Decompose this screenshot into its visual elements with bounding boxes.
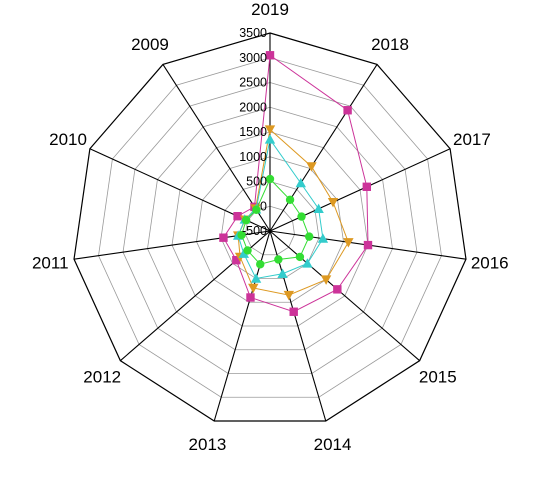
radial-tick-label: 3000 <box>239 51 267 65</box>
data-point-square <box>333 285 342 294</box>
data-point-circle <box>241 215 251 225</box>
category-label: 2016 <box>471 254 509 273</box>
data-point-triangle-up <box>295 177 306 188</box>
data-point-triangle-down <box>343 238 354 248</box>
data-point-triangle-up <box>238 248 250 258</box>
category-labels: 2019 2018 2017 2016 2015 2014 2013 2012 2011 2010… <box>32 0 509 454</box>
data-point-square <box>265 51 275 60</box>
data-point-square <box>362 182 372 191</box>
radial-tick-label: 3500 <box>239 26 267 40</box>
data-point-circle <box>285 195 295 204</box>
radar-outer-ring <box>73 32 467 422</box>
data-point-triangle-down <box>283 290 295 301</box>
data-point-triangle-up <box>264 134 276 144</box>
category-label: 2014 <box>314 435 352 454</box>
category-label: 2009 <box>131 35 169 54</box>
data-point-triangle-up <box>313 203 324 213</box>
category-label: 2013 <box>189 435 227 454</box>
radar-grid-ring <box>122 82 418 374</box>
radial-tick-label: 2500 <box>239 76 267 90</box>
category-label: 2018 <box>371 35 409 54</box>
radar-grid-ring <box>171 131 369 327</box>
data-point-triangle-down <box>306 162 317 172</box>
radial-tick-label: 1500 <box>239 125 267 139</box>
category-label: 2012 <box>83 367 121 386</box>
radial-tick-labels: -500 0 500 1000 1500 2000 2500 3000 3500 <box>239 26 267 238</box>
radar-grid-ring <box>220 181 320 279</box>
category-label: 2010 <box>49 130 87 149</box>
data-point-square <box>343 106 352 115</box>
data-point-square <box>219 233 228 242</box>
data-point-circle <box>256 260 265 269</box>
data-point-circle <box>304 232 314 241</box>
radial-tick-label: 0 <box>260 199 267 213</box>
series-line <box>222 54 369 313</box>
data-point-square <box>363 240 373 250</box>
data-point-circle <box>274 255 283 264</box>
data-point-triangle-down <box>264 125 276 135</box>
category-label: 2011 <box>32 254 69 273</box>
data-point-circle <box>295 252 305 262</box>
data-point-circle <box>265 174 275 184</box>
radar-series-group <box>219 51 373 316</box>
data-point-square <box>233 211 242 221</box>
data-point-triangle-down <box>327 198 339 208</box>
data-point-square <box>246 293 255 302</box>
data-point-square <box>232 255 241 265</box>
radial-tick-label: 2000 <box>239 100 267 114</box>
data-point-square <box>289 307 298 316</box>
data-point-triangle-down <box>320 275 332 285</box>
category-label: 2015 <box>419 367 457 386</box>
data-point-triangle-up <box>302 258 313 268</box>
radar-grid-ring <box>147 106 393 351</box>
data-point-triangle-up <box>277 268 288 278</box>
radial-tick-label: 1000 <box>239 150 267 164</box>
data-point-triangle-down <box>248 283 259 294</box>
radial-tick-label: 500 <box>246 175 267 189</box>
data-point-circle <box>297 212 306 221</box>
data-point-circle <box>237 230 246 240</box>
radar-grid-ring <box>196 156 344 303</box>
radar-spoke <box>269 230 420 362</box>
radial-tick-label: -500 <box>242 224 267 238</box>
data-point-circle <box>252 205 261 214</box>
category-label: 2017 <box>453 130 491 149</box>
radar-grid <box>73 32 467 422</box>
data-point-triangle-up <box>250 273 262 283</box>
radar-grid-ring <box>98 57 442 398</box>
category-label: 2019 <box>251 0 289 19</box>
data-point-triangle-up <box>317 233 329 243</box>
data-point-circle <box>243 246 252 255</box>
